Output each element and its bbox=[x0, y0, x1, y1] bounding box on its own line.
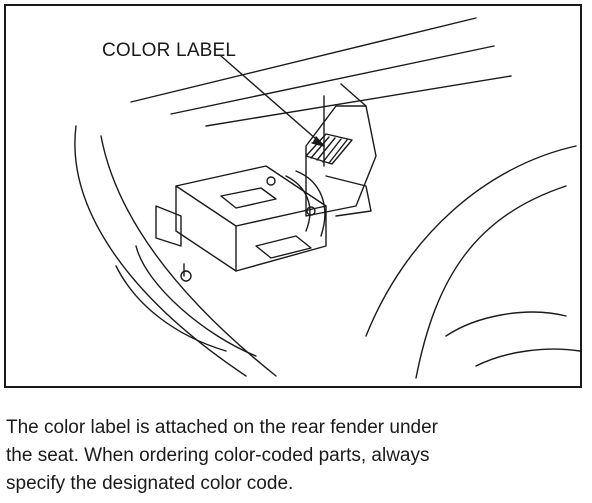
illustration-frame: COLOR LABEL bbox=[4, 4, 582, 388]
callout-leader-line bbox=[220, 55, 325, 147]
figure-caption: The color label is attached on the rear … bbox=[6, 414, 586, 498]
rear-fender-tray bbox=[305, 105, 377, 217]
electrical-box bbox=[175, 165, 327, 272]
right-body-cover bbox=[365, 145, 577, 337]
caption-line: specify the designated color code. bbox=[6, 473, 294, 494]
rear-fender-illustration bbox=[74, 17, 580, 379]
color-label-sticker bbox=[305, 133, 353, 165]
color-label-callout: COLOR LABEL bbox=[102, 40, 237, 61]
left-frame-rail bbox=[74, 125, 247, 377]
caption-line: the seat. When ordering color-coded part… bbox=[6, 445, 430, 466]
caption-line: The color label is attached on the rear … bbox=[6, 417, 438, 438]
